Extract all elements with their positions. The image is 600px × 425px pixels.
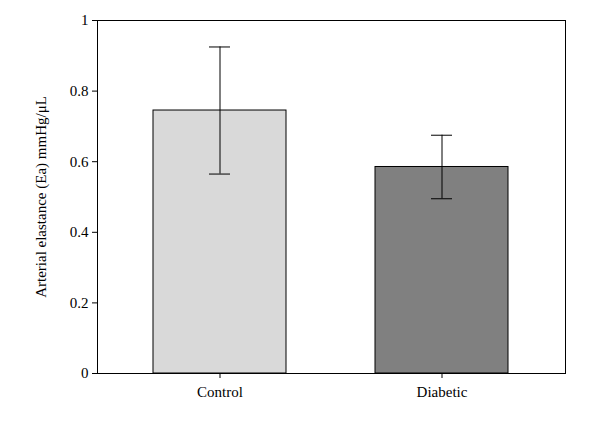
svg-text:0.8: 0.8 xyxy=(70,83,89,99)
svg-text:Diabetic: Diabetic xyxy=(417,384,468,400)
svg-text:0.6: 0.6 xyxy=(70,154,89,170)
svg-text:1: 1 xyxy=(81,12,89,28)
svg-text:0.2: 0.2 xyxy=(70,295,89,311)
svg-text:0: 0 xyxy=(81,365,89,381)
svg-text:0.4: 0.4 xyxy=(70,224,89,240)
svg-text:Control: Control xyxy=(197,384,243,400)
svg-text:Arterial elastance (Ea) mmHg/μ: Arterial elastance (Ea) mmHg/μL xyxy=(33,96,50,298)
